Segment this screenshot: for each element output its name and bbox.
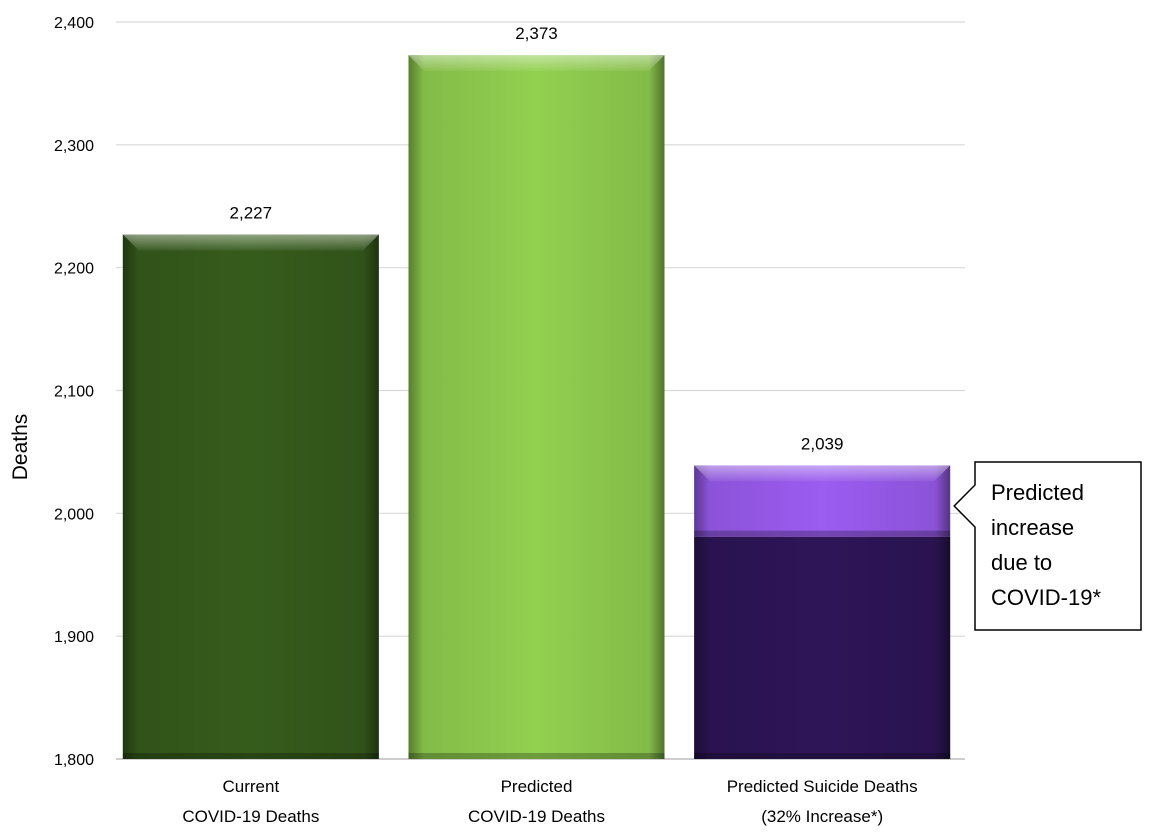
y-tick-label: 2,100 [54, 384, 94, 401]
bar-base-3 [694, 536, 951, 759]
y-tick-label: 1,800 [54, 752, 94, 769]
bar-1 [122, 234, 379, 760]
data-label: 2,373 [515, 24, 558, 43]
callout-text-line: increase [991, 515, 1074, 540]
bars [122, 55, 951, 760]
y-axis: 1,800 1,900 2,000 2,100 2,200 2,300 2,400 [54, 15, 94, 769]
annotation-callout: Predicted increase due to COVID-19* [953, 461, 1142, 631]
x-tick-label: Predicted [501, 777, 573, 796]
y-tick-label: 2,200 [54, 261, 94, 278]
x-tick-label: (32% Increase*) [761, 807, 883, 826]
data-labels: 2,227 2,373 2,039 [230, 24, 844, 453]
data-label: 2,227 [230, 204, 273, 223]
callout-text-line: COVID-19* [991, 585, 1101, 610]
x-axis: Current COVID-19 Deaths Predicted COVID-19 … [182, 777, 917, 826]
x-tick-label: Predicted Suicide Deaths [727, 777, 918, 796]
x-tick-label: Current [222, 777, 279, 796]
bar-increase-3 [694, 465, 951, 537]
callout-text-line: Predicted [991, 480, 1084, 505]
callout-text-line: due to [991, 550, 1052, 575]
y-tick-label: 2,400 [54, 15, 94, 32]
y-axis-title: Deaths [9, 414, 32, 481]
data-label: 2,039 [801, 434, 844, 453]
y-tick-label: 2,300 [54, 138, 94, 155]
bar-2 [408, 55, 665, 760]
x-tick-label: COVID-19 Deaths [468, 807, 605, 826]
x-tick-label: COVID-19 Deaths [182, 807, 319, 826]
y-tick-label: 2,000 [54, 506, 94, 523]
y-tick-label: 1,900 [54, 629, 94, 646]
callout-box [953, 461, 1142, 631]
